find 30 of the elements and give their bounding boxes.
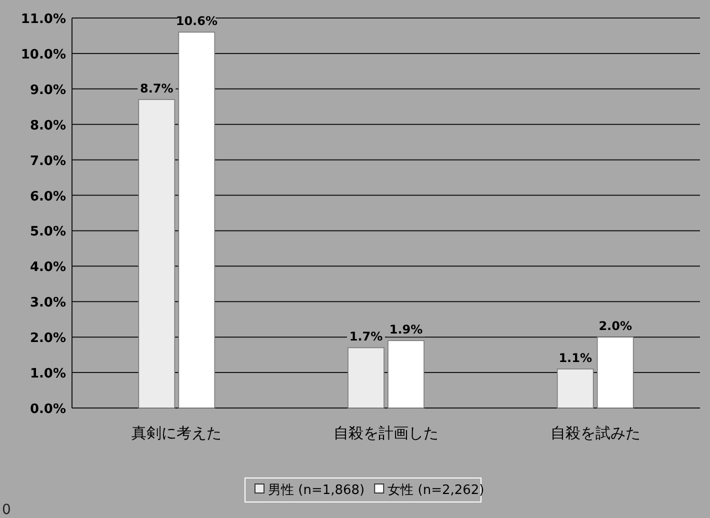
y-tick-label: 4.0% <box>30 260 66 276</box>
x-tick-label: 自殺を計画した <box>334 424 438 442</box>
bar <box>348 347 384 408</box>
y-tick-label: 3.0% <box>30 296 66 311</box>
y-tick-label: 1.0% <box>30 366 66 382</box>
data-label: 8.7% <box>140 82 174 96</box>
y-tick-label: 9.0% <box>30 82 66 98</box>
x-tick-label: 自殺を試みた <box>550 424 640 442</box>
x-tick-label: 真剣に考えた <box>132 424 222 442</box>
y-tick-label: 11.0% <box>20 12 66 27</box>
text: 0 <box>2 502 11 518</box>
bar <box>556 368 594 408</box>
data-label: 1.1% <box>558 351 592 365</box>
data-label: 10.6% <box>176 14 218 28</box>
data-label: 1.7% <box>349 330 383 344</box>
bar <box>178 32 216 408</box>
legend-label: 女性 (n=2,262) <box>388 483 484 498</box>
y-tick-label: 5.0% <box>30 224 66 240</box>
legend-label: 男性 (n=1,868) <box>268 483 365 498</box>
y-tick-label: 0.0% <box>30 402 66 417</box>
bar <box>388 340 424 408</box>
bar <box>596 336 634 408</box>
y-tick-label: 6.0% <box>30 189 66 204</box>
y-tick-label: 7.0% <box>30 154 66 169</box>
y-tick-label: 2.0% <box>30 331 66 346</box>
data-label: 2.0% <box>598 319 632 334</box>
y-tick-label: 10.0% <box>20 47 66 62</box>
y-tick-label: 8.0% <box>30 118 66 134</box>
bar <box>138 99 176 408</box>
data-label: 1.9% <box>389 322 423 337</box>
